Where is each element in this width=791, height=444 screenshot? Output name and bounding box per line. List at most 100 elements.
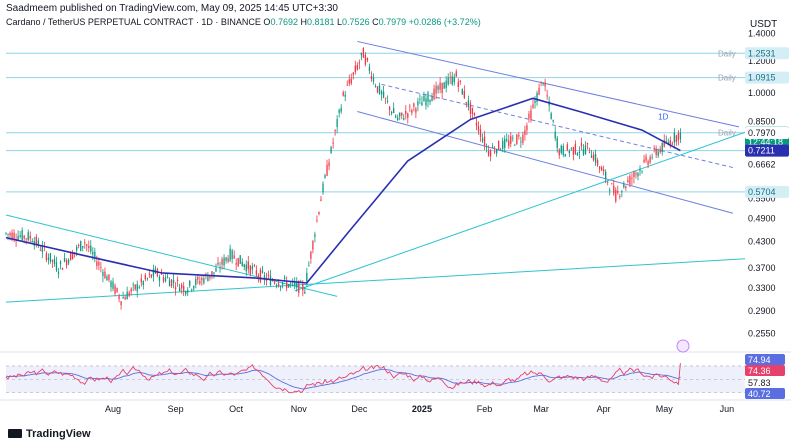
candle-body [114,285,116,294]
candle-body [259,269,262,282]
candle-body [298,280,300,293]
candle-body [451,76,453,85]
candle-body [78,245,80,247]
candle-body [675,135,678,142]
candle-body [320,199,322,202]
candle-body [433,88,435,100]
timeframe-annotation: 1D [658,113,668,122]
candle-body [554,131,556,139]
candle-body [397,117,399,120]
candle-body [671,143,673,145]
candle-body [645,156,647,161]
candle-body [150,274,153,278]
candle-body [73,252,76,253]
candle-body [138,287,140,289]
candle-body [445,80,447,89]
price-badges: 1.25311.09150.797912:44:180.79700.72110.… [745,47,789,198]
candle-body [47,257,50,260]
candle-body [380,91,383,95]
candle-body [128,292,130,296]
candle-body [233,255,235,259]
trendline-channel [357,111,734,214]
candle-body [269,275,272,286]
candle-body [629,176,631,185]
candle-body [386,100,389,102]
candle-body [27,232,29,241]
candle-body [613,185,615,194]
candle-body [273,282,276,284]
candle-body [294,282,296,285]
candle-body [520,141,522,143]
candle-body [669,140,671,147]
level-label: Daily [718,74,736,83]
candle-body [255,270,258,275]
candle-body [134,284,136,290]
candle-body [314,234,316,237]
candle-body [663,140,665,147]
candle-body [607,181,609,183]
candle-body [384,97,387,99]
high-label: H [300,17,307,27]
candle-body [221,259,223,265]
candle-body [352,72,354,75]
candle-body [174,287,177,290]
level-label: Daily [718,129,736,138]
candle-body [619,196,621,197]
candle-body [623,183,625,188]
close-value: 0.7979 [378,17,407,27]
candle-body [13,232,15,240]
candle-body [370,75,373,79]
candle-body [251,266,253,270]
candle-body [116,288,118,292]
candle-body [290,282,292,284]
rsi-value-label: 57.83 [748,378,771,388]
candle-body [191,289,193,291]
tradingview-footer[interactable]: TradingView [8,428,91,440]
candle-body [600,167,603,171]
candle-body [516,134,518,144]
candle-body [665,140,667,142]
candle-body [178,287,181,292]
candle-body [126,291,128,300]
candle-body [80,241,82,251]
candle-body [504,138,506,148]
candle-body [142,281,144,285]
candle-body [407,113,409,118]
price-badge-label: 12:44:18 [748,137,783,147]
x-tick-label: Feb [477,404,493,414]
candle-body [338,109,340,113]
candle-body [19,235,21,237]
candle-body [500,149,502,151]
candle-body [225,257,227,261]
rsi-ma-line [5,368,681,390]
candle-body [395,115,397,118]
candle-body [427,92,429,102]
tradingview-logo-icon [8,429,22,438]
moving-average-line [5,97,681,284]
candle-body [580,143,583,147]
symbol-info: Cardano / TetherUS PERPETUAL CONTRACT · … [6,17,481,27]
panel-separators [0,351,791,401]
candle-body [540,81,542,83]
candle-body [596,159,599,166]
y-tick-label: 0.8500 [748,117,776,127]
candle-body [223,257,225,266]
currency-label[interactable]: USDT [750,19,778,30]
candle-body [532,104,534,108]
candle-body [104,271,106,278]
x-axis: Aug Sep Oct Nov Dec 2025 Feb Mar Apr May Jun [105,404,734,414]
candle-body [657,151,659,156]
candle-body [354,65,356,73]
candle-body [633,171,635,178]
candle-body [574,143,577,154]
candle-body [63,257,66,262]
candle-body [41,246,44,253]
candle-body [281,282,284,285]
candle-body [627,179,629,182]
symbol-title: Cardano / TetherUS PERPETUAL CONTRACT · … [6,17,261,27]
close-label: C [372,17,379,27]
candle-body [316,220,318,221]
candle-body [257,275,260,277]
candle-body [21,230,23,241]
